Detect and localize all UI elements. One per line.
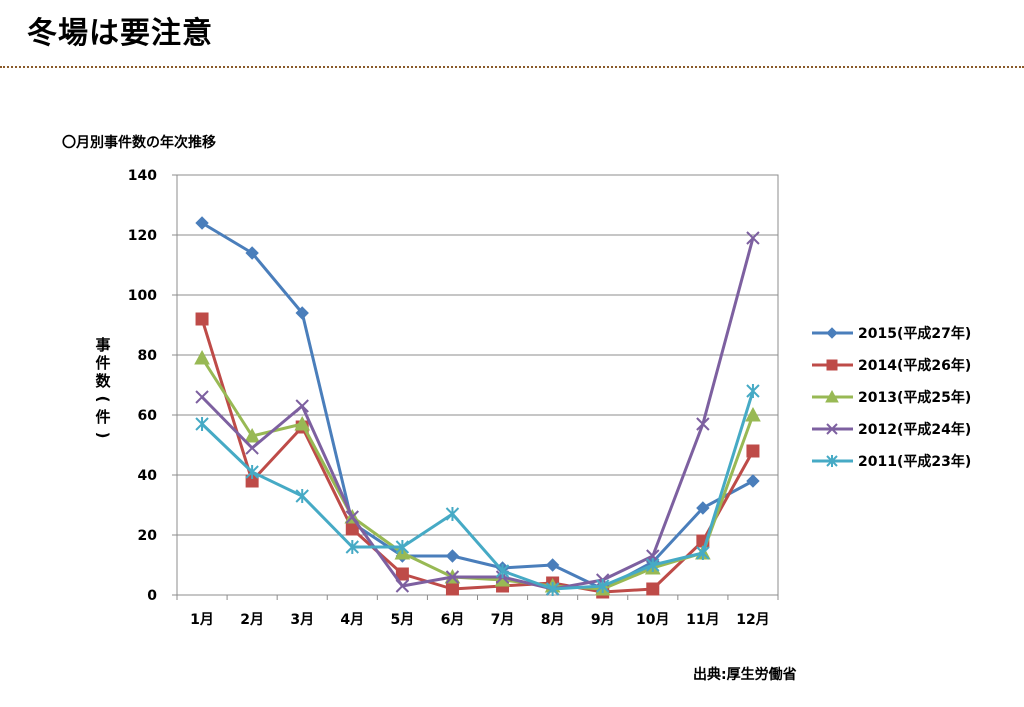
data-point-marker	[245, 441, 259, 455]
y-axis-label-char: 件	[95, 408, 110, 426]
data-point-marker	[395, 579, 410, 593]
data-point-marker	[445, 570, 460, 584]
x-tick-label: 4月	[340, 612, 364, 628]
legend-label: 2014(平成26年)	[858, 357, 971, 374]
data-point-marker	[826, 327, 838, 339]
data-point-marker	[345, 510, 359, 524]
series-4	[195, 384, 760, 596]
title-divider	[0, 66, 1024, 68]
data-point-marker	[826, 423, 838, 435]
y-tick-label: 120	[128, 228, 157, 244]
data-point-marker	[445, 507, 460, 521]
legend-item: 2013(平成25年)	[812, 389, 971, 406]
y-axis-label-char: 件	[95, 354, 110, 372]
data-point-marker	[746, 444, 760, 458]
data-point-marker	[495, 564, 510, 578]
y-tick-label: 80	[138, 348, 158, 364]
legend-item: 2014(平成26年)	[812, 357, 971, 374]
x-tick-label: 1月	[190, 612, 214, 628]
series-line	[201, 390, 755, 591]
source-note: 出典:厚生労働省	[693, 667, 797, 683]
chart-caption: 〇月別事件数の年次推移	[62, 135, 216, 151]
x-tick-label: 10月	[636, 612, 669, 628]
x-tick-label: 8月	[541, 612, 565, 628]
data-point-marker	[745, 406, 761, 422]
y-axis-label-char: (	[94, 396, 112, 403]
data-point-marker	[245, 246, 259, 260]
data-point-marker	[746, 474, 760, 488]
page-title: 冬場は要注意	[27, 16, 213, 51]
data-point-marker	[826, 455, 838, 467]
data-point-marker	[244, 427, 260, 443]
y-axis-label: 事件数(件)	[94, 336, 112, 438]
series-0	[195, 216, 760, 596]
y-tick-label: 140	[128, 168, 157, 184]
data-point-marker	[295, 489, 309, 503]
legend-label: 2013(平成25年)	[858, 389, 971, 406]
y-tick-label: 20	[138, 528, 158, 544]
data-point-marker	[194, 349, 210, 365]
y-tick-label: 0	[147, 588, 157, 604]
data-point-marker	[646, 558, 660, 572]
data-point-marker	[195, 390, 209, 404]
data-point-marker	[596, 579, 610, 593]
data-point-marker	[295, 399, 309, 413]
y-tick-label: 100	[128, 288, 157, 304]
series-line	[200, 237, 755, 591]
series-line	[200, 318, 755, 594]
data-point-marker	[395, 567, 409, 581]
data-point-marker	[195, 216, 209, 230]
y-axis-label-char: 数	[95, 372, 111, 390]
data-point-marker	[696, 546, 710, 560]
data-point-marker	[825, 389, 839, 403]
x-tick-label: 3月	[290, 612, 314, 628]
y-axis-label-char: )	[94, 432, 112, 439]
legend-item: 2011(平成23年)	[812, 453, 971, 470]
data-point-marker	[294, 415, 311, 431]
y-axis-label-char: 事	[95, 336, 110, 354]
x-tick-label: 5月	[391, 612, 415, 628]
x-tick-label: 7月	[491, 612, 515, 628]
y-axis-ticks: 0 20 40 60 80 100 120 140	[128, 168, 177, 604]
grid-lines	[177, 234, 778, 536]
series-1	[195, 312, 760, 599]
data-point-marker	[646, 582, 660, 596]
data-point-marker	[245, 465, 259, 479]
legend-item: 2015(平成27年)	[812, 325, 971, 342]
data-point-marker	[746, 231, 760, 245]
data-point-marker	[445, 582, 459, 596]
legend-label: 2011(平成23年)	[858, 453, 971, 470]
x-tick-label: 11月	[686, 612, 719, 628]
series-line	[201, 221, 754, 591]
data-point-marker	[696, 417, 710, 431]
legend: 2015(平成27年) 2014(平成26年) 2013(平成25年) 2012(平成…	[812, 325, 971, 470]
data-point-marker	[696, 501, 710, 515]
x-tick-label: 12月	[736, 612, 769, 628]
data-point-marker	[395, 540, 410, 554]
data-point-marker	[545, 582, 560, 596]
y-tick-label: 40	[138, 468, 158, 484]
data-point-marker	[445, 549, 460, 563]
data-point-marker	[545, 558, 560, 572]
series-line	[200, 357, 755, 591]
data-point-marker	[195, 312, 209, 326]
plot-area-border	[176, 174, 779, 596]
y-tick-label: 60	[138, 408, 158, 424]
data-point-marker	[826, 359, 838, 371]
data-point-marker	[195, 417, 209, 431]
data-point-marker	[746, 384, 760, 398]
legend-item: 2012(平成24年)	[812, 421, 971, 438]
legend-label: 2012(平成24年)	[858, 421, 971, 438]
data-point-marker	[295, 306, 309, 320]
x-tick-label: 9月	[591, 612, 615, 628]
x-tick-label: 6月	[441, 612, 465, 628]
data-point-marker	[345, 540, 359, 554]
x-axis-ticks: 1月 2月 3月 4月 5月 6月 7月 8月 9月 10月 11月 12月	[176, 595, 779, 628]
series-lines	[194, 216, 761, 599]
x-tick-label: 2月	[240, 612, 264, 628]
legend-label: 2015(平成27年)	[858, 325, 971, 342]
